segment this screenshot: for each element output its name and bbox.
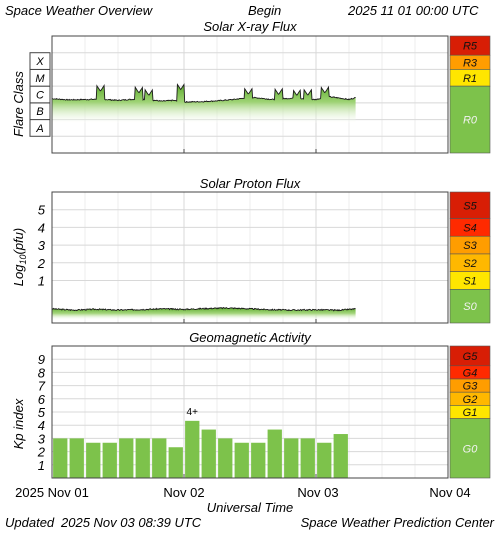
kp-bar bbox=[185, 420, 200, 478]
kp-y-tick-label: 1 bbox=[38, 458, 45, 473]
kp-bar bbox=[300, 438, 315, 478]
kp-bar bbox=[168, 447, 183, 478]
scale-label-g3: G3 bbox=[463, 381, 479, 393]
scale-label-s5: S5 bbox=[463, 200, 477, 212]
scale-label-r1: R1 bbox=[463, 73, 477, 85]
kp-y-tick-label: 4 bbox=[38, 418, 45, 433]
kp-bar-annotation: 4+ bbox=[187, 407, 199, 418]
xray-y-axis-label: Flare Class bbox=[11, 71, 26, 137]
credit-text: Space Weather Prediction Center bbox=[301, 515, 495, 530]
proton-y-axis-label: Log10(pfu) bbox=[11, 228, 28, 286]
kp-bar bbox=[234, 442, 249, 478]
flare-class-box bbox=[29, 52, 51, 70]
proton-flux-fill bbox=[52, 307, 356, 320]
flare-class-label: X bbox=[35, 56, 44, 68]
page-title: Space Weather Overview bbox=[5, 3, 154, 18]
kp-y-tick-label: 9 bbox=[38, 352, 45, 367]
updated-label: Updated bbox=[5, 515, 55, 530]
scale-label-s3: S3 bbox=[463, 240, 477, 252]
proton-y-tick-label: 2 bbox=[37, 256, 46, 271]
scale-label-s4: S4 bbox=[463, 222, 476, 234]
scale-label-g4: G4 bbox=[463, 367, 478, 379]
kp-bar bbox=[102, 442, 117, 478]
kp-bar bbox=[152, 438, 167, 478]
scale-label-r3: R3 bbox=[463, 57, 478, 69]
flare-class-label: A bbox=[35, 123, 43, 135]
xray-panel-title: Solar X-ray Flux bbox=[203, 19, 297, 34]
geomag-panel-title: Geomagnetic Activity bbox=[189, 330, 312, 345]
scale-label-g2: G2 bbox=[463, 394, 478, 406]
scale-label-r0: R0 bbox=[463, 115, 478, 127]
xray-flux-fill bbox=[52, 84, 356, 123]
proton-y-tick-label: 3 bbox=[38, 238, 46, 253]
kp-bar bbox=[201, 429, 216, 478]
kp-bar bbox=[135, 438, 150, 478]
kp-bar bbox=[119, 438, 134, 478]
kp-y-tick-label: 7 bbox=[38, 379, 46, 394]
scale-label-g0: G0 bbox=[463, 443, 479, 455]
kp-bar bbox=[86, 442, 101, 478]
x-tick-label: 2025 Nov 01 bbox=[15, 485, 89, 500]
scale-label-g5: G5 bbox=[463, 351, 479, 363]
proton-y-tick-label: 5 bbox=[38, 203, 46, 218]
proton-y-tick-label: 1 bbox=[38, 274, 45, 289]
flare-class-label: B bbox=[36, 106, 43, 118]
proton-panel-title: Solar Proton Flux bbox=[200, 176, 301, 191]
updated-date: 2025 Nov 03 08:39 UTC bbox=[60, 515, 202, 530]
kp-bar bbox=[53, 438, 68, 478]
kp-y-tick-label: 3 bbox=[38, 431, 46, 446]
scale-level-s0 bbox=[449, 289, 491, 324]
kp-y-tick-label: 5 bbox=[38, 405, 46, 420]
x-axis-label: Universal Time bbox=[207, 500, 294, 515]
plot-frame bbox=[51, 345, 449, 479]
xray-flux-line bbox=[52, 83, 356, 104]
scale-level-r0 bbox=[449, 85, 491, 154]
x-tick-label: Nov 04 bbox=[429, 485, 470, 500]
kp-bar bbox=[317, 442, 332, 478]
kp-bar bbox=[69, 438, 84, 478]
proton-y-tick-label: 4 bbox=[38, 220, 45, 235]
scale-label-s2: S2 bbox=[463, 258, 476, 270]
kp-y-axis-label: Kp index bbox=[11, 398, 26, 449]
kp-y-tick-label: 8 bbox=[38, 365, 46, 380]
proton-flux-line bbox=[51, 306, 356, 312]
kp-bar bbox=[333, 434, 348, 478]
scale-label-r5: R5 bbox=[463, 41, 478, 53]
scale-level-s5 bbox=[449, 191, 491, 219]
flare-class-label: M bbox=[35, 73, 45, 85]
kp-y-tick-label: 6 bbox=[38, 392, 46, 407]
scale-label-g1: G1 bbox=[463, 407, 478, 419]
begin-date: 2025 11 01 00:00 UTC bbox=[347, 3, 479, 18]
scale-label-s0: S0 bbox=[463, 301, 477, 313]
begin-label: Begin bbox=[248, 3, 281, 18]
kp-bar bbox=[251, 442, 266, 478]
kp-bar bbox=[284, 438, 299, 478]
kp-y-tick-label: 2 bbox=[37, 445, 46, 460]
flare-class-label: C bbox=[36, 90, 44, 102]
x-tick-label: Nov 02 bbox=[163, 485, 204, 500]
x-tick-label: Nov 03 bbox=[297, 485, 338, 500]
plot-frame bbox=[51, 191, 449, 324]
kp-bar bbox=[267, 429, 282, 478]
scale-level-g0 bbox=[449, 418, 491, 479]
kp-bar bbox=[218, 438, 233, 478]
plot-frame bbox=[51, 35, 449, 154]
proton-flux-panel: 1 2 3 4 5 S5 S4 S3 S2 S1 S0 bbox=[37, 191, 491, 324]
scale-label-s1: S1 bbox=[463, 276, 476, 288]
